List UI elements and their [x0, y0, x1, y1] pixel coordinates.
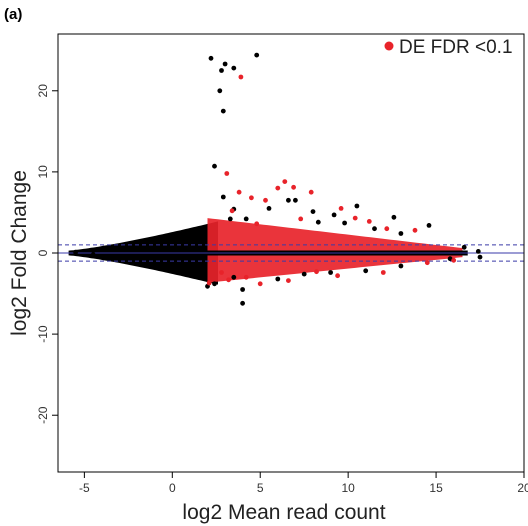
legend-marker [384, 41, 394, 51]
de-point [298, 216, 304, 222]
point [254, 52, 260, 58]
point [477, 254, 483, 260]
de-point [314, 269, 319, 275]
de-point [352, 215, 358, 221]
point [372, 226, 377, 232]
de-point [384, 226, 390, 232]
de-point [263, 197, 268, 203]
y-axis-title: log2 Fold Change [8, 170, 31, 336]
y-tick-label: 10 [36, 165, 50, 179]
de-point [451, 257, 457, 263]
y-axis-ticks: -20 -10 0 10 20 [36, 84, 58, 424]
point [227, 216, 233, 222]
point [212, 163, 217, 169]
de-point [257, 281, 263, 287]
x-tick-label: 20 [517, 481, 528, 495]
legend: DE FDR <0.1 [384, 37, 513, 58]
point [231, 274, 237, 280]
point [426, 223, 432, 228]
x-axis-title: log2 Mean read count [182, 501, 385, 524]
de-point [282, 179, 288, 185]
de-point [236, 189, 242, 195]
y-tick-label: 0 [36, 249, 50, 256]
point [231, 65, 237, 71]
de-point [308, 189, 314, 195]
de-point [335, 273, 340, 279]
y-tick-label: 20 [36, 84, 50, 98]
point [315, 219, 321, 225]
point [219, 68, 224, 73]
point [342, 220, 347, 226]
de-point [243, 274, 249, 280]
point [275, 276, 281, 282]
point [222, 61, 228, 67]
y-tick-label: -10 [36, 325, 50, 343]
point [240, 300, 246, 306]
point [398, 231, 404, 236]
de-point [286, 278, 291, 283]
point [220, 108, 226, 114]
de-point [412, 227, 418, 233]
point [266, 206, 272, 211]
point [220, 194, 226, 200]
de-point [206, 280, 212, 286]
point [73, 249, 78, 255]
de-point [219, 270, 224, 275]
point [328, 270, 333, 275]
point [240, 287, 246, 292]
dense-red-band [207, 218, 463, 283]
de-point [254, 221, 260, 227]
de-point [291, 184, 296, 190]
de-point [380, 270, 386, 275]
point [301, 271, 307, 277]
x-axis-ticks: -5 0 5 10 15 20 [79, 472, 528, 495]
point [398, 263, 404, 269]
de-point [366, 219, 372, 224]
de-point [238, 74, 244, 80]
de-point [424, 260, 430, 266]
x-tick-label: 5 [257, 481, 264, 495]
de-point [249, 195, 254, 201]
x-tick-label: 15 [429, 481, 443, 495]
legend-label: DE FDR <0.1 [399, 37, 513, 58]
point [208, 55, 214, 61]
point [475, 249, 481, 254]
x-tick-label: -5 [79, 481, 90, 495]
point [217, 88, 223, 94]
y-tick-label: -20 [36, 406, 50, 424]
reference-lines [58, 244, 524, 262]
point [391, 214, 397, 220]
de-point [338, 206, 344, 211]
de-point [224, 171, 230, 176]
panel-label: (a) [4, 6, 23, 23]
point [293, 197, 298, 203]
point [354, 203, 360, 209]
x-tick-label: 0 [169, 481, 176, 495]
point [286, 197, 291, 203]
point [90, 252, 96, 257]
point [447, 256, 453, 262]
point [363, 268, 369, 274]
point [243, 216, 249, 222]
point [461, 244, 467, 250]
point [331, 212, 337, 218]
point [310, 209, 316, 215]
x-tick-label: 10 [341, 481, 355, 495]
data-points [73, 52, 483, 306]
de-point [226, 277, 232, 283]
de-point [229, 208, 235, 214]
de-point [275, 185, 281, 191]
point [212, 281, 217, 287]
